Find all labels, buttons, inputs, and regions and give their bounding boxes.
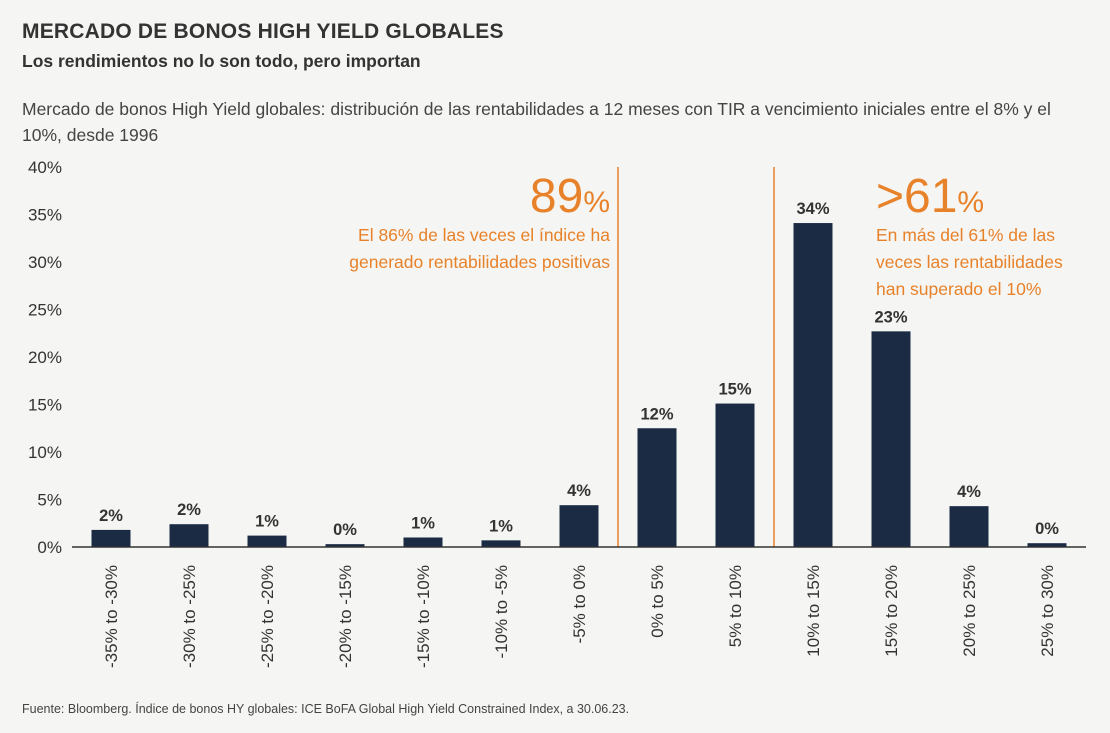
bar [871,331,911,547]
y-tick-label: 5% [37,491,62,510]
bar [91,529,131,547]
category-label: 20% to 25% [960,565,979,657]
data-label: 2% [177,501,201,519]
chart-description: Mercado de bonos High Yield globales: di… [22,99,1051,145]
category-label: 10% to 15% [804,565,823,657]
y-tick-label: 30% [28,253,62,272]
annotation-text: veces las rentabilidades [876,252,1063,272]
category-label: -10% to -5% [492,565,511,659]
bar [1027,543,1067,547]
category-label: -35% to -30% [102,565,121,668]
data-label: 23% [874,308,907,326]
data-label: 12% [640,405,673,423]
bar [637,428,677,547]
y-tick-label: 20% [28,348,62,367]
annotation-big-value: 89% [530,170,610,223]
y-tick-label: 0% [37,538,62,557]
y-tick-label: 25% [28,301,62,320]
source-note: Fuente: Bloomberg. Índice de bonos HY gl… [22,702,630,716]
annotation-text: El 86% de las veces el índice ha [358,225,610,245]
category-label: 0% to 5% [648,565,667,638]
y-tick-label: 10% [28,443,62,462]
annotation-text: generado rentabilidades positivas [349,252,610,272]
y-tick-label: 40% [28,158,62,177]
annotation-text: han superado el 10% [876,279,1041,299]
bar [169,524,209,547]
bar [481,540,521,547]
bar [247,535,287,547]
bar [793,223,833,548]
annotation-text: En más del 61% de las [876,225,1055,245]
bar [949,506,989,547]
chart-title: MERCADO DE BONOS HIGH YIELD GLOBALES [22,20,504,43]
bar [403,537,443,547]
y-tick-label: 35% [28,206,62,225]
category-label: -25% to -20% [258,565,277,668]
data-label: 4% [957,483,981,501]
bar [559,505,599,547]
data-label: 15% [718,381,751,399]
category-label: 5% to 10% [726,565,745,647]
y-tick-label: 15% [28,396,62,415]
category-label: 15% to 20% [882,565,901,657]
bar [325,544,365,547]
chart-subtitle: Los rendimientos no lo son todo, pero im… [22,51,421,71]
category-label: -5% to 0% [570,565,589,643]
data-label: 1% [411,515,435,533]
annotation-big-value: >61% [876,170,984,223]
bar [715,403,755,547]
data-label: 1% [489,517,513,535]
category-label: 25% to 30% [1038,565,1057,657]
data-label: 34% [796,200,829,218]
bar-chart: 0% 5% 10% 15% 20% 25% 30% 35% 40% 2% -35% to -30% 2… [28,158,1086,668]
data-label: 2% [99,507,123,525]
data-label: 4% [567,482,591,500]
category-label: -15% to -10% [414,565,433,668]
data-label: 1% [255,513,279,531]
data-label: 0% [1035,520,1059,538]
category-label: -30% to -25% [180,565,199,668]
data-label: 0% [333,521,357,539]
category-label: -20% to -15% [336,565,355,668]
